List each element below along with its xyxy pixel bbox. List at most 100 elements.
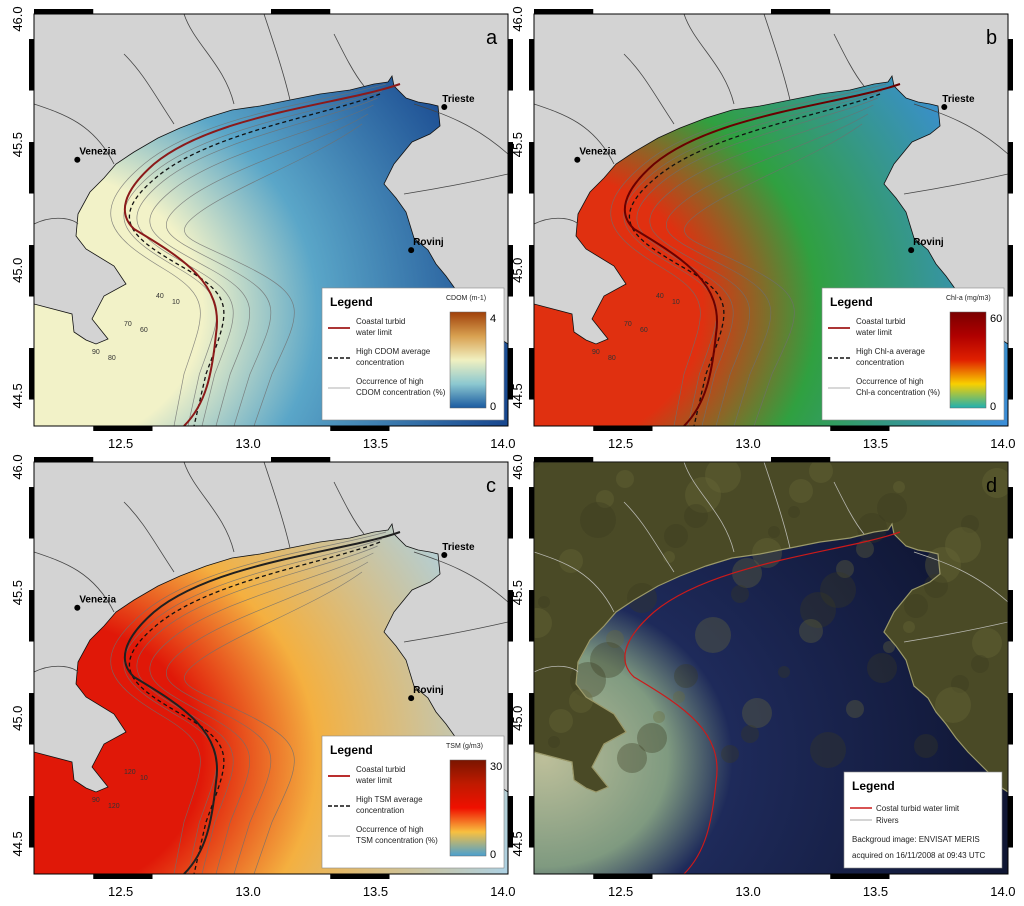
contour-label: 80 [608, 355, 616, 362]
land-texture [810, 732, 846, 768]
city-label-trieste: Trieste [442, 94, 475, 105]
river-line [183, 462, 235, 553]
colorbar-label: Chl-a (mg/m3) [946, 295, 991, 302]
neatline-bar [534, 9, 594, 14]
neatline-bar [1008, 348, 1013, 400]
river-line [683, 14, 735, 105]
neatline-bar [93, 426, 153, 431]
land-texture [732, 558, 762, 588]
lon-tick-label: 14.0 [490, 436, 515, 451]
land-texture [627, 583, 657, 613]
colorbar-label: TSM (g/m3) [446, 743, 483, 750]
neatline-bar [29, 39, 34, 91]
land-texture [903, 621, 915, 633]
river-line [263, 14, 291, 101]
neatline-bar [1008, 796, 1013, 848]
land-texture [664, 524, 688, 548]
land-texture [961, 515, 979, 533]
legend-item-label: Occurrence of high CDOM concentration (%) [356, 377, 446, 397]
contour-label: 90 [592, 349, 600, 356]
neatline-bar [508, 245, 513, 297]
land-texture [820, 572, 856, 608]
land-texture [637, 723, 667, 753]
river-line [34, 551, 115, 613]
contour-label: 120 [124, 769, 136, 776]
turbid-water-limit-line [624, 531, 901, 874]
contour-label: 40 [156, 293, 164, 300]
land-texture [606, 630, 624, 648]
colorbar-max: 30 [490, 761, 502, 773]
land-texture [799, 619, 823, 643]
occurrence-contour [165, 561, 369, 874]
coast-line [534, 462, 1008, 793]
contour-label: 70 [624, 321, 632, 328]
lat-tick-label: 45.0 [10, 706, 25, 731]
lat-tick-label: 45.0 [10, 258, 25, 283]
contour-label: 60 [140, 327, 148, 334]
neatline-bar [271, 9, 331, 14]
city-label-trieste: Trieste [942, 94, 975, 105]
land-texture [925, 547, 961, 583]
occurrence-contour [684, 123, 863, 426]
legend-item-label: High CDOM average concentration [356, 347, 431, 367]
map-panel-c: 90 120 120 10 Trieste Venezia Rovinj c 12.5 13.0 1… [10, 454, 516, 899]
legend-title: Legend [830, 295, 873, 309]
neatline-bar [529, 693, 534, 745]
neatline-bar [29, 487, 34, 539]
river-line [34, 665, 79, 673]
contour-label: 70 [124, 321, 132, 328]
panel-letter: b [986, 27, 997, 49]
neatline-bar [29, 796, 34, 848]
neatline-bar [529, 487, 534, 539]
neatline-bar [29, 245, 34, 297]
city-label-venezia: Venezia [579, 147, 616, 158]
lat-tick-label: 45.0 [510, 258, 525, 283]
neatline-bar [508, 39, 513, 91]
lon-tick-label: 13.5 [863, 884, 888, 899]
legend-box: Legend Costal turbid water limit Rivers Bac… [843, 771, 1003, 869]
river-line [333, 481, 365, 535]
lat-tick-label: 44.5 [510, 383, 525, 408]
land-texture [972, 628, 1002, 658]
land-texture [856, 540, 874, 558]
legend-item-label: Coastal turbid water limit [355, 765, 405, 785]
neatline-bar [830, 874, 890, 879]
neatline-bar [508, 796, 513, 848]
lat-tick-label: 44.5 [10, 383, 25, 408]
lon-tick-label: 13.5 [363, 884, 388, 899]
river-line [263, 462, 291, 549]
lon-tick-label: 14.0 [990, 884, 1015, 899]
lat-tick-label: 44.5 [10, 831, 25, 856]
city-label-rovinj: Rovinj [913, 237, 944, 248]
neatline-bar [593, 426, 653, 431]
land-texture [935, 687, 971, 723]
land-texture [721, 745, 739, 763]
land-texture [548, 736, 560, 748]
neatline-bar [1008, 590, 1013, 642]
legend-box: Legend Coastal turbid water limit High Chl-… [821, 287, 1005, 421]
land-area [34, 14, 508, 345]
panel-letter: d [986, 475, 997, 497]
colorbar [449, 311, 487, 409]
river-line [763, 462, 791, 549]
neatline-bar [1008, 245, 1013, 297]
lon-tick-label: 13.5 [363, 436, 388, 451]
neatline-bar [508, 487, 513, 539]
river-line [623, 501, 675, 573]
neatline-bar [1008, 693, 1013, 745]
lon-tick-label: 12.5 [108, 436, 133, 451]
land-texture [617, 743, 647, 773]
neatline-bar [771, 9, 831, 14]
land-texture [982, 468, 1008, 498]
legend-item-label: Occurrence of high TSM concentration (%) [356, 825, 438, 845]
lon-tick-label: 14.0 [990, 436, 1015, 451]
colorbar-max: 4 [490, 313, 496, 325]
neatline-bar [93, 874, 153, 879]
land-texture [741, 725, 759, 743]
neatline-bar [529, 348, 534, 400]
neatline-bar [529, 590, 534, 642]
colorbar-min: 0 [490, 401, 496, 413]
colorbar-min: 0 [990, 401, 996, 413]
contour-label: 10 [672, 299, 680, 306]
